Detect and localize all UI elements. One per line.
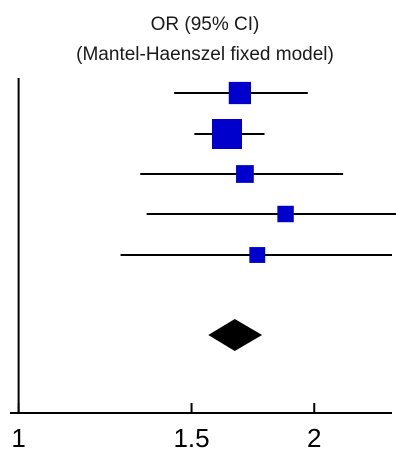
study-5-marker [249, 247, 266, 263]
x-tick-label-1: 1 [11, 423, 25, 452]
chart-subtitle: (Mantel-Haenszel fixed model) [76, 44, 334, 65]
study-1-marker [228, 81, 252, 105]
study-4-marker [277, 205, 294, 223]
study-3-marker [236, 165, 254, 183]
x-tick-label-2: 1.5 [173, 423, 209, 452]
chart-title: OR (95% CI) [151, 14, 260, 35]
plot-area: 1 1.5 2 [10, 78, 396, 452]
study-2-marker [211, 119, 242, 149]
x-tick-label-3: 2 [307, 423, 321, 452]
pooled-diamond [208, 319, 263, 351]
